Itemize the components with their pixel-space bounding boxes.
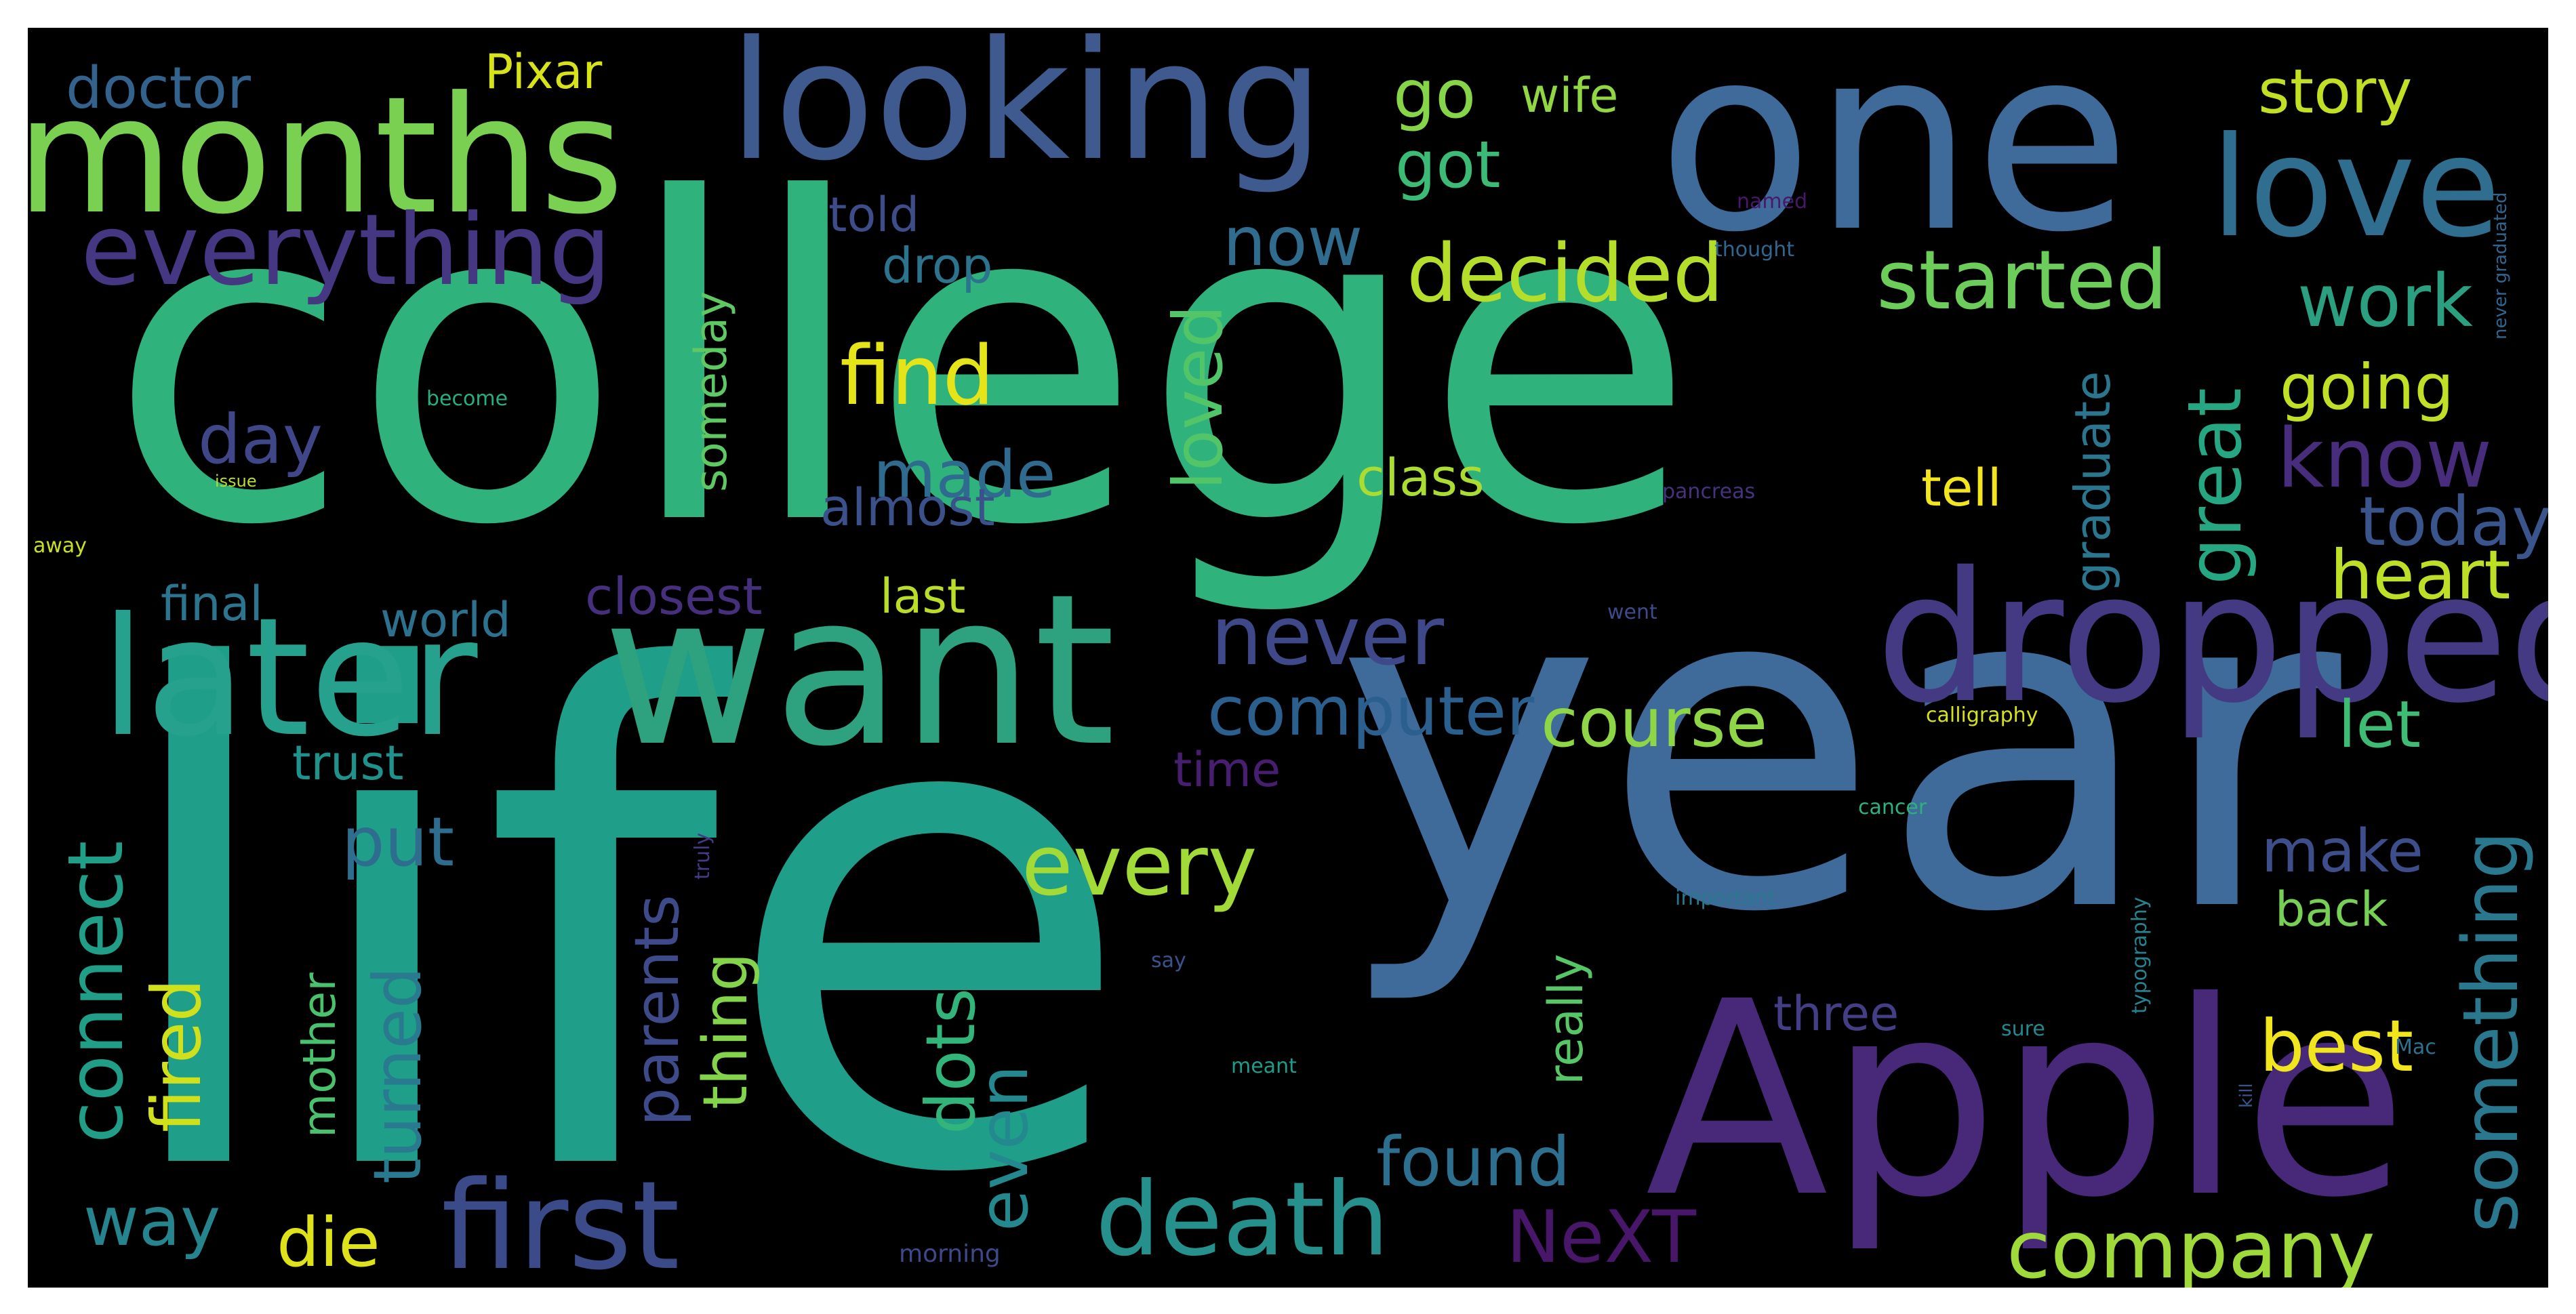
word-drop: drop [882,237,993,294]
word-decided: decided [1407,226,1724,320]
word-first: first [441,1155,680,1288]
word-doctor: doctor [66,55,251,122]
word-one: one [1657,28,2131,288]
word-today: today [2359,482,2548,561]
word-made: made [873,438,1056,512]
word-told: told [828,187,920,243]
word-something: something [2447,831,2535,1233]
word-college: college [108,106,1696,622]
word-mother: mother [293,972,346,1138]
word-world: world [380,592,511,648]
word-important: important [1675,886,1776,910]
word-months: months [28,62,624,250]
word-even: even [964,1065,1043,1231]
word-company: company [2007,1203,2375,1288]
word-morning: morning [899,1240,1001,1268]
word-dropped: dropped [1876,534,2548,743]
word-heart: heart [2330,535,2511,615]
word-make: make [2261,817,2423,886]
word-say: say [1151,949,1186,972]
word-typography: typography [2128,897,2152,1014]
word-class: class [1356,447,1485,508]
word-trust: trust [292,735,404,791]
word-loved: loved [1159,304,1238,490]
word-let: let [2338,688,2421,762]
word-computer: computer [1207,672,1535,751]
word-went: went [1607,600,1657,624]
word-best: best [2259,1005,2414,1088]
word-wife: wife [1521,68,1619,123]
word-away: away [33,534,87,558]
word-work: work [2297,260,2473,344]
word-pixar: Pixar [485,44,603,100]
word-issue: issue [215,472,257,491]
word-next: NeXT [1506,1195,1697,1279]
word-parents: parents [622,895,693,1126]
word-love: love [2211,108,2501,268]
word-apple: Apple [1645,945,2408,1256]
word-last: last [880,569,966,624]
word-die: die [277,1203,380,1282]
word-everything: everything [81,193,611,308]
word-become: become [426,387,508,411]
word-time: time [1173,742,1281,798]
word-got: got [1395,128,1501,203]
word-life: life [104,532,1137,1288]
word-death: death [1095,1161,1390,1279]
word-day: day [198,400,323,479]
word-know: know [2277,412,2493,506]
word-really: really [1538,953,1594,1085]
word-go: go [1393,56,1476,134]
word-way: way [83,1182,221,1261]
word-find: find [840,329,994,424]
word-going: going [2280,351,2454,424]
word-every: every [1022,818,1257,915]
word-year: year [1335,486,2341,1010]
word-thought: thought [1714,238,1794,262]
word-final: final [161,576,263,632]
word-mac: Mac [2395,1035,2436,1059]
word-fired: fired [137,979,216,1132]
word-sure: sure [2001,1017,2045,1041]
word-tell: tell [1921,457,2002,518]
word-story: story [2258,56,2413,127]
word-calligraphy: calligraphy [1926,703,2038,727]
word-great: great [2171,388,2258,585]
word-back: back [2275,882,2388,937]
word-almost: almost [820,477,995,537]
word-someday: someday [686,291,737,493]
word-connect: connect [52,840,140,1143]
word-three: three [1773,986,1899,1042]
word-now: now [1223,202,1363,281]
word-later: later [100,582,478,773]
word-truly: truly [691,832,715,880]
word-never: never [1211,590,1445,684]
word-meant: meant [1231,1054,1297,1078]
word-turned: turned [359,966,436,1184]
word-closest: closest [585,567,763,626]
word-named: named [1737,190,1808,213]
word-put: put [342,802,455,882]
word-cancer: cancer [1858,796,1927,819]
word-kill: kill [2236,1083,2257,1108]
word-looking: looking [729,28,1324,197]
word-want: want [603,549,1116,792]
word-course: course [1541,683,1768,762]
word-started: started [1876,234,2168,328]
word-thing: thing [690,952,761,1109]
word-never-graduated: never graduated [2491,192,2511,340]
word-pancreas: pancreas [1662,480,1756,504]
word-cloud-canvas: college life year one want Apple dropped… [28,28,2548,1288]
word-found: found [1376,1122,1571,1202]
word-graduate: graduate [2064,371,2121,593]
